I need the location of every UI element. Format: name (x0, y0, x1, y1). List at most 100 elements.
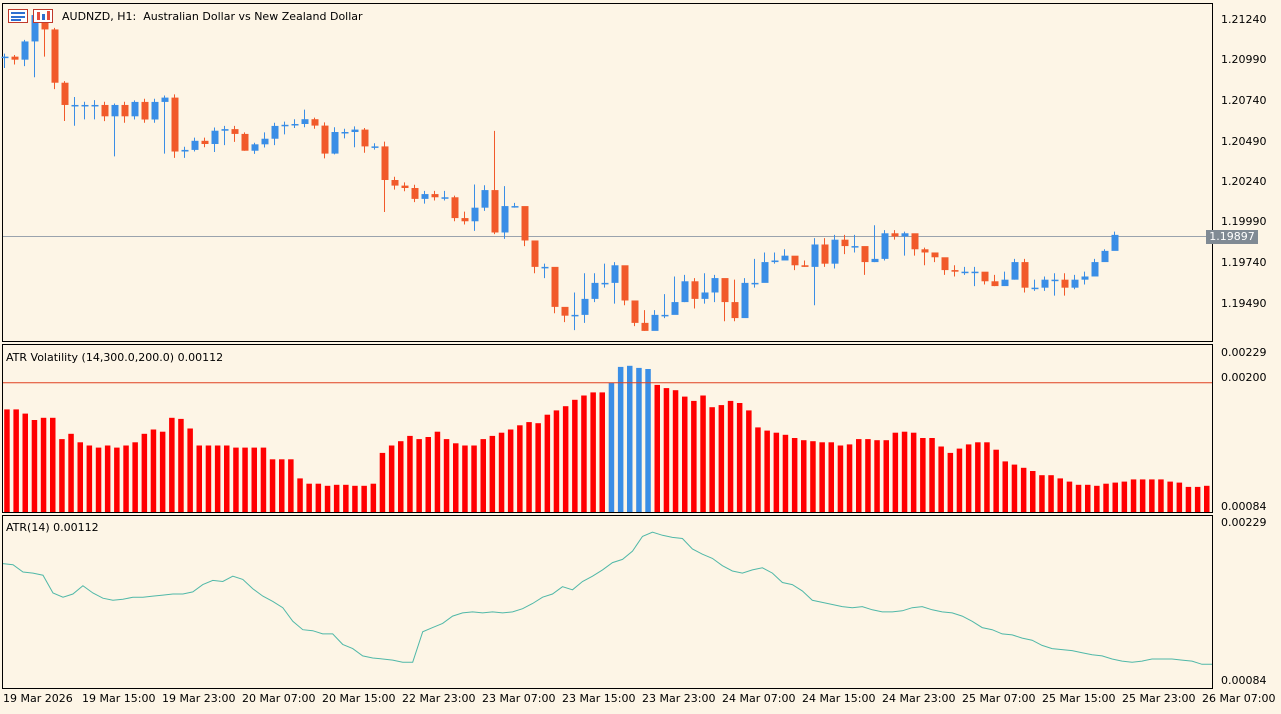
candle-body (511, 206, 519, 208)
candle-body (111, 104, 119, 117)
candle (251, 142, 259, 154)
candle (11, 55, 19, 65)
candle-body (301, 119, 309, 124)
candle-body (731, 302, 739, 319)
time-tick: 23 Mar 15:00 (562, 692, 636, 705)
atr-volatility-bar (104, 445, 111, 512)
candle (131, 100, 139, 120)
atr-pane[interactable] (2, 515, 1213, 689)
atr-volatility-bar (938, 446, 944, 512)
atr-volatility-bar (965, 444, 972, 512)
candle-body (611, 265, 619, 283)
candle-body (471, 207, 479, 222)
candle (711, 274, 719, 303)
candle (981, 271, 989, 285)
price-pane[interactable] (2, 3, 1213, 342)
atr-volatility-bar (462, 445, 468, 512)
candle (1111, 231, 1119, 251)
candle-body (631, 300, 639, 323)
time-tick: 24 Mar 15:00 (802, 692, 876, 705)
candle-body (71, 104, 79, 107)
atr-volatility-bar (1112, 482, 1118, 512)
candle (661, 294, 669, 319)
candle-body (211, 130, 219, 144)
candle-body (1011, 262, 1019, 280)
candle-body (1071, 279, 1079, 288)
atr-volatility-bar (269, 459, 276, 512)
atr-volatility-bar (984, 442, 990, 512)
atr-volatility-bar (746, 410, 752, 512)
candle-body (581, 298, 589, 315)
candle-body (661, 314, 669, 317)
atr-volatility-bar (1130, 479, 1137, 512)
atr-volatility-bar (828, 442, 834, 512)
atr-volatility-bar (1030, 471, 1036, 512)
atr-volatility-title: ATR Volatility (14,300.0,200.0) 0.00112 (6, 351, 224, 364)
atr-volatility-bar (196, 445, 202, 512)
candle-body (771, 260, 779, 263)
candle (91, 100, 99, 120)
candle (841, 234, 849, 255)
atr-volatility-bar (672, 390, 679, 512)
candle (411, 184, 419, 203)
atr-volatility-bar (388, 445, 395, 512)
atr-line (2, 531, 1212, 665)
atr-volatility-bar (1121, 481, 1128, 512)
candle (481, 185, 489, 211)
candle-body (531, 240, 539, 267)
candle (81, 101, 89, 120)
candle-body (421, 194, 429, 199)
candle (151, 98, 159, 123)
atr-volatility-bar (535, 423, 541, 512)
chart-bars-icon[interactable] (33, 9, 53, 26)
candle (721, 278, 729, 322)
chart-list-icon[interactable] (8, 9, 28, 26)
candle-body (331, 132, 339, 154)
candle-body (251, 144, 259, 151)
current-price-badge: 1.19897 (1206, 230, 1258, 244)
candle (501, 186, 509, 239)
atr-volatility-bar (920, 438, 926, 512)
price-tick: 1.21240 (1221, 13, 1267, 26)
candle (371, 143, 379, 150)
candle (871, 225, 879, 263)
candle-body (241, 133, 249, 151)
atr-volatility-bar (132, 442, 138, 512)
candle-body (621, 265, 629, 301)
candle (791, 255, 799, 271)
candle-body (271, 125, 279, 139)
atr-volatility-bar (13, 409, 19, 512)
candle (611, 262, 619, 304)
candle (161, 95, 169, 154)
atr-volatility-bar (801, 440, 807, 512)
candle-body (291, 124, 299, 126)
time-tick: 24 Mar 23:00 (882, 692, 956, 705)
atr-volatility-bar (1167, 481, 1173, 512)
atr-volatility-bar (1057, 478, 1063, 512)
candle (181, 146, 189, 158)
atr-volatility-bar (205, 445, 212, 512)
candle-body (221, 129, 229, 131)
atr-volatility-bar (608, 382, 615, 512)
candle-body (61, 82, 69, 105)
atr-volatility-bar (379, 452, 386, 512)
atr-volatility-bar (736, 403, 743, 512)
atr-volatility-bar (324, 485, 331, 512)
candle (381, 141, 389, 212)
candle (341, 128, 349, 139)
candle (201, 137, 209, 148)
atr-volatility-bar (333, 484, 340, 512)
candle (541, 263, 549, 279)
candle-body (281, 124, 289, 127)
candle (391, 176, 399, 190)
candle-body (691, 281, 699, 299)
candle (1031, 279, 1039, 291)
atr-volatility-pane[interactable] (2, 344, 1213, 513)
atr-volatility-bar (562, 406, 569, 512)
atr-volatility-bar (1075, 484, 1082, 512)
candle (191, 137, 199, 152)
candle-body (1101, 250, 1109, 263)
candle-body (1051, 279, 1059, 282)
candle-body (161, 97, 169, 102)
